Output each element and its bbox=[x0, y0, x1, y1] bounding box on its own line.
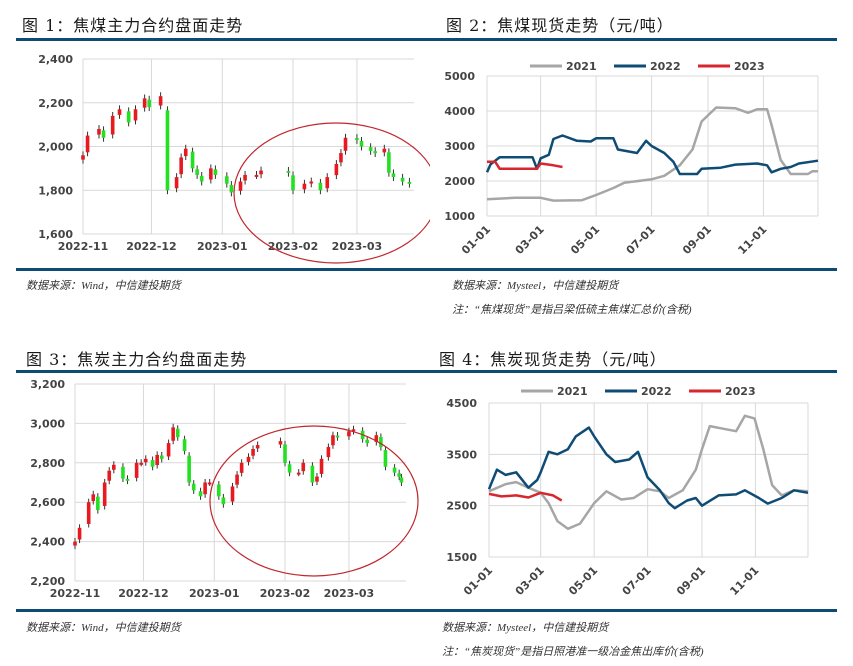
fig2-title: 图 2：焦煤现货走势（元/吨） bbox=[446, 16, 674, 35]
series-2021 bbox=[488, 414, 809, 531]
x-tick-label: 01-01 bbox=[459, 223, 493, 257]
y-tick-label: 2000 bbox=[444, 175, 475, 188]
fig4-title: 图 4：焦炭现货走势（元/吨） bbox=[439, 350, 667, 369]
fig4-top-rule bbox=[430, 370, 837, 373]
x-tick-label: 2022-11 bbox=[58, 240, 109, 253]
series-2022 bbox=[485, 134, 819, 176]
fig3-top-rule bbox=[16, 370, 430, 373]
x-tick-label: 11-01 bbox=[735, 223, 769, 257]
y-tick-label: 2,400 bbox=[38, 53, 73, 66]
x-tick-label: 2023-01 bbox=[197, 240, 248, 253]
y-tick-label: 4000 bbox=[444, 105, 475, 118]
fig4-bottom-rule bbox=[430, 609, 837, 612]
y-tick-label: 2,200 bbox=[38, 97, 73, 110]
x-tick-label: 2022-12 bbox=[126, 240, 177, 253]
y-tick-label: 2,400 bbox=[30, 536, 65, 549]
fig2-bottom-rule bbox=[430, 268, 837, 271]
x-tick-label: 2023-02 bbox=[260, 587, 311, 600]
series-2023 bbox=[487, 160, 563, 171]
fig2-note: 注：“焦煤现货”是指吕梁低硫主焦煤汇总价(含税) bbox=[452, 304, 692, 316]
x-tick-label: 2022-12 bbox=[118, 587, 169, 600]
y-tick-label: 2500 bbox=[446, 500, 477, 513]
fig2-chart: 1000 2000 3000 4000 5000 01-01 03-01 05-01 07-01… bbox=[444, 60, 819, 257]
highlight-ellipse bbox=[209, 425, 419, 577]
y-tick-label: 3,000 bbox=[30, 417, 65, 430]
fig4-chart: 1500 2500 3500 4500 01-01 03-01 05-01 07-01 09-0… bbox=[446, 385, 809, 598]
x-tick-label: 2023-01 bbox=[189, 587, 240, 600]
y-tick-label: 1,600 bbox=[38, 228, 73, 241]
series-2023 bbox=[488, 491, 563, 502]
legend-label-2022: 2022 bbox=[650, 60, 681, 73]
y-tick-label: 2,000 bbox=[38, 141, 73, 154]
x-tick-label: 09-01 bbox=[680, 223, 714, 257]
x-tick-label: 03-01 bbox=[513, 564, 547, 598]
y-tick-label: 4500 bbox=[446, 397, 477, 410]
y-tick-label: 5000 bbox=[444, 70, 475, 83]
y-tick-label: 1000 bbox=[444, 210, 475, 223]
fig1-title: 图 1：焦煤主力合约盘面走势 bbox=[22, 16, 244, 35]
y-tick-label: 3500 bbox=[446, 448, 477, 461]
x-tick-label: 07-01 bbox=[620, 564, 654, 598]
x-tick-label: 09-01 bbox=[674, 564, 708, 598]
fig1-chart: 1,600 1,800 2,000 2,200 2,400 2022-11 2022-12 2… bbox=[38, 53, 430, 264]
fig3-bottom-rule bbox=[16, 609, 430, 612]
y-tick-label: 1500 bbox=[446, 551, 477, 564]
x-tick-label: 01-01 bbox=[461, 564, 495, 598]
x-tick-label: 03-01 bbox=[513, 223, 547, 257]
y-tick-label: 2,200 bbox=[30, 575, 65, 588]
y-tick-label: 2,800 bbox=[30, 457, 65, 470]
fig4-source: 数据来源：Mysteel，中信建投期货 bbox=[442, 622, 609, 634]
x-tick-label: 2023-03 bbox=[324, 587, 375, 600]
series-2021 bbox=[486, 106, 818, 202]
fig2-source: 数据来源：Mysteel，中信建投期货 bbox=[452, 280, 619, 292]
fig2-top-rule bbox=[430, 38, 837, 41]
x-tick-label: 2023-03 bbox=[332, 240, 383, 253]
legend-label-2021: 2021 bbox=[566, 60, 597, 73]
series-2022 bbox=[487, 426, 809, 510]
legend-label-2022: 2022 bbox=[641, 385, 672, 398]
x-tick-label: 2022-11 bbox=[50, 587, 101, 600]
fig3-title: 图 3：焦炭主力合约盘面走势 bbox=[26, 350, 248, 369]
x-tick-label: 07-01 bbox=[624, 223, 658, 257]
fig1-bottom-rule bbox=[16, 268, 430, 271]
x-tick-label: 2023-02 bbox=[268, 240, 319, 253]
fig1-top-rule bbox=[16, 38, 430, 41]
y-tick-label: 1,800 bbox=[38, 184, 73, 197]
highlight-ellipse bbox=[233, 122, 430, 264]
fig1-source: 数据来源：Wind，中信建投期货 bbox=[26, 280, 181, 292]
x-tick-label: 11-01 bbox=[727, 564, 761, 598]
x-tick-label: 05-01 bbox=[568, 223, 602, 257]
x-tick-label: 05-01 bbox=[566, 564, 600, 598]
legend-label-2023: 2023 bbox=[734, 60, 765, 73]
y-tick-label: 2,600 bbox=[30, 496, 65, 509]
fig3-chart: 2,200 2,400 2,600 2,800 3,000 3,200 2022-11 202… bbox=[30, 378, 419, 600]
fig3-source: 数据来源：Wind，中信建投期货 bbox=[26, 622, 181, 634]
y-tick-label: 3,200 bbox=[30, 378, 65, 391]
legend-label-2023: 2023 bbox=[725, 385, 756, 398]
fig4-note: 注：“焦炭现货”是指日照港准一级冶金焦出库价(含税) bbox=[442, 646, 704, 658]
y-tick-label: 3000 bbox=[444, 140, 475, 153]
legend-label-2021: 2021 bbox=[557, 385, 588, 398]
